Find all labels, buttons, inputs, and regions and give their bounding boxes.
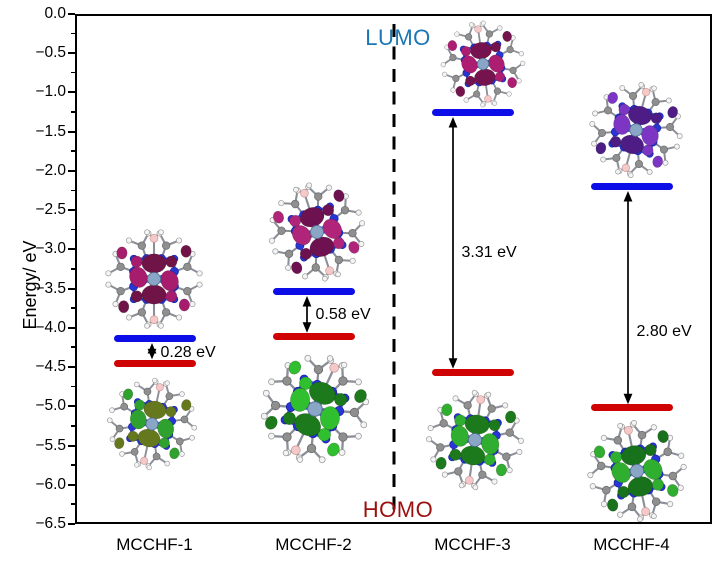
y-axis-minor-tick (71, 111, 75, 113)
y-axis-tick (68, 91, 75, 94)
gap-arrow (448, 116, 457, 369)
y-axis-minor-tick (71, 346, 75, 349)
y-axis-tick (68, 405, 75, 408)
y-axis-minor-tick (71, 307, 75, 309)
gap-value-label: 0.58 eV (315, 305, 371, 323)
y-axis-tick-label: 0.0 (44, 5, 66, 22)
y-axis-tick (68, 366, 75, 369)
y-axis-tick (68, 287, 75, 290)
lumo-level-bar (113, 335, 196, 343)
y-axis-tick (68, 483, 75, 486)
homo-level-bar (113, 359, 196, 367)
molecule-mcchf-3-lumo-image (434, 14, 532, 114)
y-axis-minor-tick (71, 71, 75, 74)
y-axis-tick (68, 326, 75, 329)
gap-value-label: 2.80 eV (636, 322, 692, 340)
y-axis-tick (68, 248, 75, 251)
y-axis-tick (68, 523, 75, 525)
gap-arrow (302, 295, 311, 333)
y-axis-tick (68, 444, 75, 447)
homo-label: HOMO (362, 497, 434, 522)
gap-value-label: 0.28 eV (160, 343, 216, 361)
homo-level-bar (272, 332, 355, 340)
y-axis-tick (68, 52, 75, 55)
plot-area (75, 14, 712, 524)
lumo-level-bar (272, 288, 355, 296)
phase-divider-dashed-line (392, 24, 395, 517)
gap-arrow (147, 342, 156, 360)
y-axis-tick-label: −0.5 (35, 44, 66, 62)
y-axis-tick-label: −4.0 (35, 318, 66, 336)
y-axis-tick-label: −5.5 (35, 436, 66, 454)
y-axis-minor-tick (71, 385, 75, 388)
y-axis-tick (68, 130, 75, 133)
y-axis-minor-tick (71, 32, 75, 35)
y-axis-tick-label: −1.0 (35, 83, 66, 101)
y-axis-minor-tick (71, 424, 75, 427)
y-axis-tick-label: −2.0 (35, 161, 66, 179)
lumo-label: LUMO (365, 25, 431, 50)
y-axis-minor-tick (71, 268, 75, 270)
y-axis-minor-tick (71, 464, 75, 466)
y-axis-tick-label: −3.0 (35, 240, 66, 258)
y-axis-tick (68, 209, 75, 212)
x-axis-category-label: MCCHF-1 (116, 535, 193, 554)
homo-level-bar (431, 369, 514, 377)
y-axis-minor-tick (71, 150, 75, 152)
y-axis-tick (68, 13, 75, 15)
lumo-level-bar (431, 109, 514, 117)
y-axis-tick-label: −2.5 (35, 201, 66, 219)
y-axis-minor-tick (71, 228, 75, 231)
y-axis-minor-tick (71, 189, 75, 192)
y-axis-minor-tick (71, 503, 75, 505)
y-axis-tick-label: −4.5 (35, 358, 66, 376)
homo-level-bar (590, 404, 673, 412)
molecule-mcchf-1-lumo-image (104, 228, 204, 330)
gap-arrow (623, 190, 632, 404)
y-axis-tick (68, 169, 75, 172)
x-axis-category-label: MCCHF-4 (593, 535, 670, 554)
x-axis-category-label: MCCHF-2 (275, 535, 352, 554)
y-axis-tick-label: −6.0 (35, 475, 66, 493)
lumo-level-bar (590, 183, 673, 191)
y-axis-tick-label: −1.5 (35, 122, 66, 140)
y-axis-tick-label: −6.5 (35, 515, 66, 532)
gap-value-label: 3.31 eV (461, 244, 517, 262)
molecule-mcchf-3-homo-image (419, 383, 531, 497)
y-axis-tick-label: −3.5 (35, 279, 66, 297)
y-axis-tick-label: −5.0 (35, 397, 66, 415)
x-axis-category-label: MCCHF-3 (434, 535, 511, 554)
